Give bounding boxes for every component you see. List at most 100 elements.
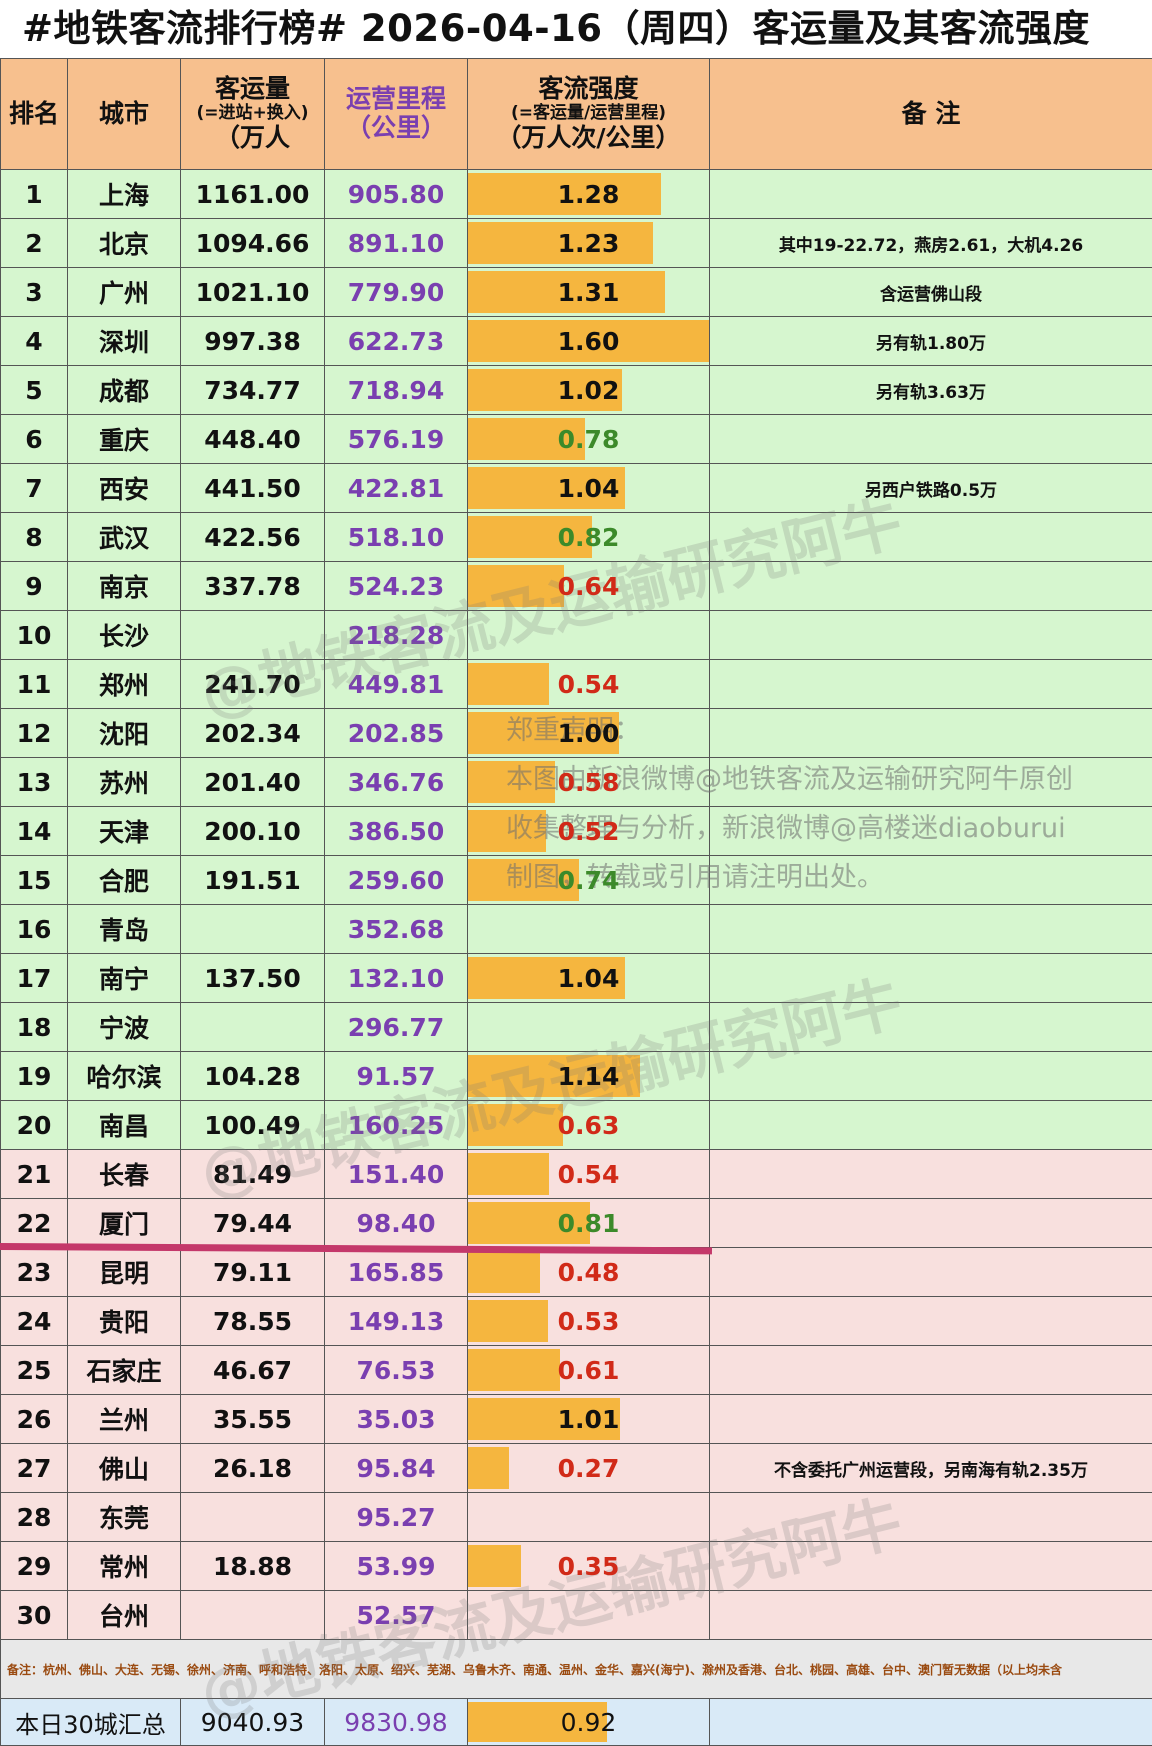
ridership-cell: 79.44	[181, 1199, 325, 1248]
ridership-cell: 448.40	[181, 415, 325, 464]
intensity-value: 0.27	[558, 1454, 620, 1483]
note-cell	[710, 513, 1152, 562]
intensity-cell	[468, 1591, 710, 1640]
intensity-cell: 0.63	[468, 1101, 710, 1150]
ridership-cell	[181, 611, 325, 660]
intensity-bar	[468, 1251, 540, 1293]
intensity-cell: 0.27	[468, 1444, 710, 1493]
intensity-cell: 1.31	[468, 268, 710, 317]
header-city: 城市	[68, 59, 181, 170]
city-cell: 北京	[68, 219, 181, 268]
header-row: 排名 城市 客运量 (=进站+换入) （万人 运营里程 （公里） 客流强度 (=…	[1, 59, 1152, 170]
mileage-cell: 518.10	[325, 513, 468, 562]
total-intensity-value: 0.92	[561, 1708, 617, 1737]
mileage-cell: 779.90	[325, 268, 468, 317]
intensity-cell: 0.48	[468, 1248, 710, 1297]
city-cell: 武汉	[68, 513, 181, 562]
header-ridership-unit: （万人	[215, 123, 290, 152]
city-cell: 贵阳	[68, 1297, 181, 1346]
note-cell	[710, 611, 1152, 660]
mileage-cell: 76.53	[325, 1346, 468, 1395]
rank-cell: 14	[1, 807, 68, 856]
intensity-cell: 1.28	[468, 170, 710, 219]
rank-cell: 9	[1, 562, 68, 611]
note-cell: 另西户铁路0.5万	[710, 464, 1152, 513]
header-mileage: 运营里程 （公里）	[325, 59, 468, 170]
city-cell: 深圳	[68, 317, 181, 366]
mileage-cell: 98.40	[325, 1199, 468, 1248]
header-ridership: 客运量 (=进站+换入) （万人	[181, 59, 325, 170]
rank-cell: 28	[1, 1493, 68, 1542]
ridership-cell: 78.55	[181, 1297, 325, 1346]
note-cell	[710, 415, 1152, 464]
header-intensity-sub: (=客运量/运营里程)	[468, 104, 709, 124]
intensity-cell	[468, 905, 710, 954]
intensity-cell	[468, 611, 710, 660]
intensity-bar	[468, 565, 564, 607]
note-cell	[710, 954, 1152, 1003]
note-cell	[710, 1101, 1152, 1150]
header-notes: 备 注	[710, 59, 1152, 170]
rank-cell: 29	[1, 1542, 68, 1591]
rank-cell: 23	[1, 1248, 68, 1297]
note-cell	[710, 1591, 1152, 1640]
ridership-cell: 35.55	[181, 1395, 325, 1444]
rank-cell: 3	[1, 268, 68, 317]
rank-cell: 22	[1, 1199, 68, 1248]
city-cell: 成都	[68, 366, 181, 415]
total-ridership: 9040.93	[181, 1699, 325, 1746]
rank-cell: 12	[1, 709, 68, 758]
rank-cell: 21	[1, 1150, 68, 1199]
intensity-value: 0.74	[558, 866, 620, 895]
intensity-value: 0.61	[558, 1356, 620, 1385]
mileage-cell: 386.50	[325, 807, 468, 856]
ridership-cell: 337.78	[181, 562, 325, 611]
intensity-value: 0.78	[558, 425, 620, 454]
note-cell	[710, 1003, 1152, 1052]
intensity-cell: 0.52	[468, 807, 710, 856]
intensity-cell: 1.14	[468, 1052, 710, 1101]
mileage-cell: 151.40	[325, 1150, 468, 1199]
intensity-bar	[468, 1104, 563, 1146]
mileage-cell: 202.85	[325, 709, 468, 758]
intensity-value: 1.60	[558, 327, 620, 356]
mileage-cell: 891.10	[325, 219, 468, 268]
intensity-bar	[468, 1300, 548, 1342]
note-cell: 含运营佛山段	[710, 268, 1152, 317]
header-mileage-unit: （公里）	[346, 113, 446, 142]
ridership-cell: 191.51	[181, 856, 325, 905]
intensity-bar	[468, 1545, 521, 1587]
total-mileage: 9830.98	[325, 1699, 468, 1746]
rank-cell: 13	[1, 758, 68, 807]
rank-cell: 11	[1, 660, 68, 709]
city-cell: 南京	[68, 562, 181, 611]
rank-cell: 25	[1, 1346, 68, 1395]
note-cell	[710, 170, 1152, 219]
intensity-cell: 1.23	[468, 219, 710, 268]
rank-cell: 15	[1, 856, 68, 905]
footnote-text: 备注：杭州、佛山、大连、无锡、徐州、济南、呼和浩特、洛阳、太原、绍兴、芜湖、乌鲁…	[1, 1640, 1152, 1699]
city-cell: 西安	[68, 464, 181, 513]
ridership-cell	[181, 905, 325, 954]
intensity-cell: 0.54	[468, 660, 710, 709]
city-cell: 上海	[68, 170, 181, 219]
ridership-cell: 441.50	[181, 464, 325, 513]
note-cell	[710, 758, 1152, 807]
rank-cell: 19	[1, 1052, 68, 1101]
intensity-cell: 1.02	[468, 366, 710, 415]
header-intensity-unit: （万人次/公里）	[496, 123, 680, 152]
city-cell: 哈尔滨	[68, 1052, 181, 1101]
intensity-value: 0.64	[558, 572, 620, 601]
